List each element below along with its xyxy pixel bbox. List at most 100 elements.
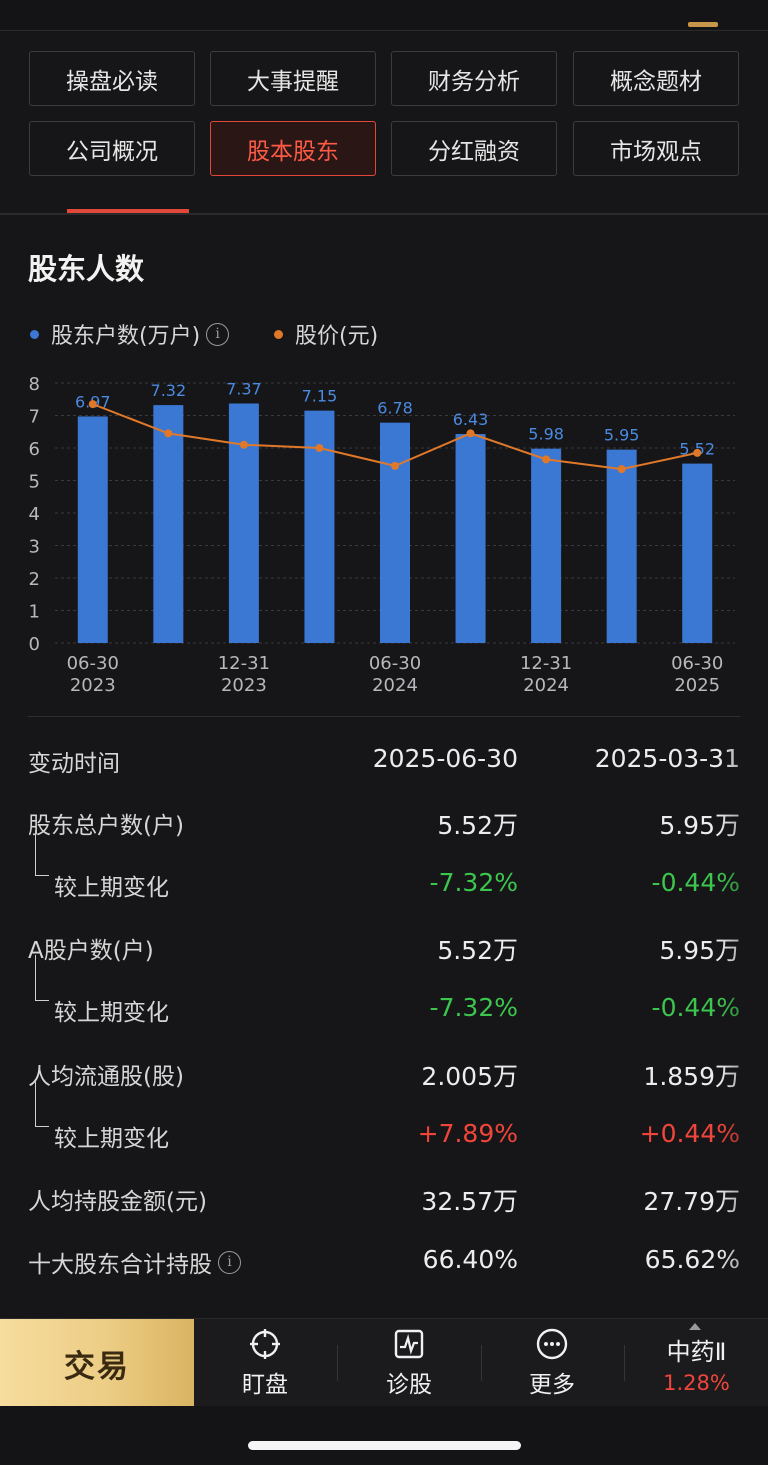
tab-3[interactable]: 财务分析 [391,51,557,106]
table-row: A股户数(户) 5.52万 5.95万 [0,931,768,971]
row-label: 较上期变化 [54,993,169,1027]
bar [455,434,486,643]
value-current: -7.32% [429,993,518,1022]
value-previous: 5.95万 [659,936,740,965]
x-tick-label: 12-31 [520,653,572,674]
diagnose-label: 诊股 [386,1372,432,1398]
value-current: +7.89% [417,1119,518,1148]
bar [606,449,637,643]
table-row: 股东总户数(户) 5.52万 5.95万 [0,806,768,846]
section-tab-underline [67,209,189,213]
change-row: 较上期变化 -7.32% -0.44% [0,993,768,1033]
tab-5[interactable]: 公司概况 [29,121,195,176]
y-tick-label: 1 [29,602,40,623]
tab-6[interactable]: 股本股东 [210,121,376,176]
value-previous: -0.44% [651,868,740,897]
top-tab-strip [0,0,768,30]
x-tick-label: 2024 [372,675,418,696]
value-current: 2.005万 [421,1062,518,1091]
pulse-chart-icon [394,1329,424,1359]
value-previous: -0.44% [651,993,740,1022]
y-tick-label: 8 [29,374,40,395]
tab-1[interactable]: 操盘必读 [29,51,195,106]
row-label-text: A股户数(户) [28,938,154,964]
caret-up-icon [689,1323,701,1330]
value-previous: 65.62% [644,1245,740,1274]
watch-button[interactable]: 盯盘 [195,1319,335,1407]
content-area [0,215,768,1320]
home-indicator[interactable] [248,1441,521,1450]
value-previous: +0.44% [639,1119,740,1148]
legend-holders-label: 股东户数(万户) [51,324,201,349]
diagnose-button[interactable]: 诊股 [339,1319,479,1407]
table-row: 十大股东合计持股 i 66.40% 65.62% [0,1245,768,1285]
value-current: -7.32% [429,868,518,897]
value-current: 32.57万 [421,1187,518,1216]
price-point [693,448,702,457]
shareholder-chart[interactable]: 0123456786.977.327.377.156.786.435.985.9… [0,360,768,700]
x-tick-label: 06-30 [671,653,723,674]
x-tick-label: 12-31 [218,653,270,674]
x-tick-label: 06-30 [369,653,421,674]
row-label: 股东总户数(户) [28,806,184,840]
bar [380,422,410,643]
row-label-text: 较上期变化 [54,1000,169,1026]
more-label: 更多 [529,1372,575,1398]
bar-data-label: 7.15 [302,387,338,406]
y-tick-label: 6 [29,439,40,460]
bar [682,463,713,643]
price-point [239,440,248,449]
info-icon[interactable]: i [206,322,230,346]
bar-data-label: 6.78 [377,399,413,418]
x-tick-label: 2024 [523,675,569,696]
bar [77,416,108,643]
stock-name: 中药Ⅱ [666,1337,727,1366]
trade-button[interactable]: 交易 [0,1319,194,1407]
bar-data-label: 7.32 [151,381,187,400]
row-label-text: 股东总户数(户) [28,813,184,839]
legend-price-dot [274,329,283,339]
legend-holders-dot [30,329,39,339]
row-label-text: 十大股东合计持股 [28,1252,212,1278]
bar [153,405,184,643]
value-previous: 2025-03-31 [594,744,740,773]
row-label: 十大股东合计持股 i [28,1245,241,1279]
section-separator [0,213,768,215]
row-label: A股户数(户) [28,931,154,965]
price-point [164,429,173,438]
price-point [391,461,399,470]
home-indicator-area [0,1406,768,1465]
toolbar-separator [624,1345,625,1381]
value-previous: 1.859万 [643,1062,740,1091]
x-tick-label: 2023 [221,675,267,696]
tab-2[interactable]: 大事提醒 [210,51,376,106]
tree-connector [35,955,49,1001]
section-title: 股东人数 [28,252,145,286]
toolbar-separator [337,1345,338,1381]
more-button[interactable]: 更多 [482,1319,622,1407]
price-point [466,429,475,438]
row-label: 较上期变化 [54,868,169,902]
legend-price-label: 股价(元) [295,324,379,349]
x-tick-label: 2025 [674,675,720,696]
bar-data-label: 6.43 [453,410,489,429]
tab-8[interactable]: 市场观点 [573,121,739,176]
y-tick-label: 3 [29,537,40,558]
y-tick-label: 7 [29,407,40,428]
stock-quote-button[interactable]: 中药Ⅱ 1.28% [625,1319,768,1407]
value-current: 5.52万 [437,811,518,840]
bar [531,448,562,643]
price-point [617,465,626,474]
value-current: 66.40% [422,1245,518,1274]
legend-price: 股价(元) [274,318,378,350]
tab-7[interactable]: 分红融资 [391,121,557,176]
info-icon[interactable]: i [218,1250,241,1274]
row-label: 人均流通股(股) [28,1057,184,1091]
y-tick-label: 5 [29,472,40,493]
tab-4[interactable]: 概念题材 [573,51,739,106]
table-row: 人均持股金额(元) 32.57万 27.79万 [0,1182,768,1222]
value-current: 5.52万 [437,936,518,965]
crosshair-icon [250,1329,280,1359]
bottom-toolbar: 交易 盯盘 诊股 更多 中药Ⅱ 1.28% [0,1318,768,1407]
change-row: 较上期变化 -7.32% -0.44% [0,868,768,908]
